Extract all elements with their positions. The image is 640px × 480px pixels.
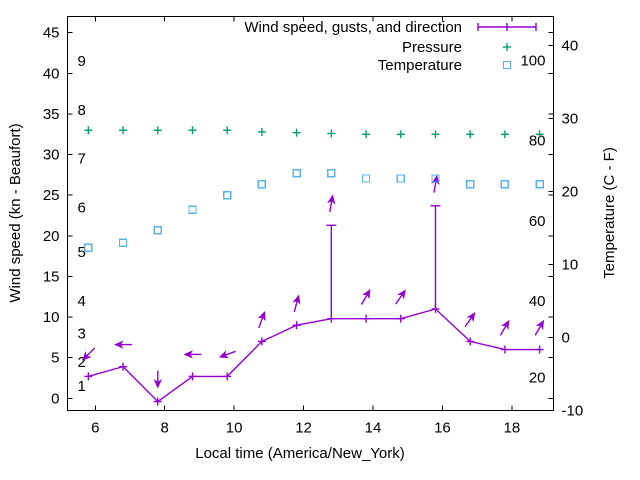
fahrenheit-label: 100 <box>520 52 545 69</box>
fahrenheit-label: 60 <box>529 213 546 230</box>
x-tick-label: 16 <box>434 420 451 437</box>
arrow-shaft <box>499 324 508 336</box>
y-tick-label: 40 <box>43 65 60 82</box>
legend-label: Temperature <box>378 57 462 74</box>
arrow-head <box>183 350 193 359</box>
temperature-point-marker <box>84 243 93 252</box>
arrow-head <box>501 319 510 331</box>
wind-direction-arrow <box>218 350 236 359</box>
y-tick-label: 35 <box>43 106 60 123</box>
y-tick-label: 30 <box>43 147 60 164</box>
y-tick-label: 10 <box>43 309 60 326</box>
wind-direction-arrow <box>257 310 266 329</box>
arrow-shaft <box>329 200 333 213</box>
temperature-point-marker <box>118 238 128 247</box>
fahrenheit-label: 80 <box>529 133 546 150</box>
arrow-head <box>292 294 301 305</box>
beaufort-label: 3 <box>78 325 86 342</box>
arrow-shaft <box>360 293 369 305</box>
arrow-head <box>81 351 92 361</box>
wind-direction-arrow <box>292 294 301 313</box>
y-tick-label: 20 <box>43 228 60 245</box>
arrow-shaft <box>258 316 264 329</box>
temperature-point-marker <box>361 174 371 183</box>
x-tick-label: 14 <box>365 420 382 437</box>
beaufort-label: 2 <box>78 354 86 371</box>
arrow-shaft <box>464 316 473 328</box>
temperature-point-marker <box>153 226 162 235</box>
legend-label: Pressure <box>402 39 462 56</box>
wind-direction-arrow <box>499 319 510 336</box>
y2-tick-label: 40 <box>562 38 579 55</box>
arrow-head <box>362 288 371 300</box>
arrow-shaft <box>534 324 542 336</box>
temperature-point-marker <box>535 180 544 189</box>
y-axis-title: Wind speed (kn - Beaufort) <box>7 123 24 302</box>
beaufort-label: 4 <box>78 293 86 310</box>
wind-speed-line <box>88 308 540 403</box>
fahrenheit-label: 20 <box>529 370 546 387</box>
arrow-head <box>327 194 336 205</box>
wind-direction-arrow <box>360 288 371 305</box>
beaufort-label: 5 <box>78 244 86 261</box>
temperature-point-marker <box>223 191 232 200</box>
plot-frame <box>67 16 554 411</box>
arrow-head <box>218 350 230 359</box>
arrow-head <box>397 289 406 300</box>
y2-tick-label: 0 <box>562 330 570 347</box>
wind-direction-arrow <box>153 370 162 389</box>
temperature-point-marker <box>396 174 405 183</box>
fahrenheit-label: 40 <box>529 293 546 310</box>
arrow-shaft <box>85 347 96 358</box>
temperature-point-marker <box>500 180 510 189</box>
x-tick-label: 18 <box>503 420 520 437</box>
x-tick-label: 12 <box>295 420 312 437</box>
wind-direction-arrow <box>114 340 132 349</box>
beaufort-label: 9 <box>78 53 86 70</box>
y2-axis-title: Temperature (C - F) <box>601 147 618 279</box>
wind-direction-arrow <box>183 350 202 359</box>
y2-tick-label: -10 <box>562 403 584 420</box>
x-axis-title: Local time (America/New_York) <box>195 445 405 462</box>
y2-tick-label: 20 <box>562 184 579 201</box>
temperature-point-marker <box>431 174 440 183</box>
y-tick-label: 25 <box>43 187 60 204</box>
wind-direction-arrow <box>534 319 545 336</box>
arrow-head <box>535 319 545 331</box>
x-tick-label: 6 <box>91 420 99 437</box>
arrow-shaft <box>224 350 236 357</box>
y-tick-label: 0 <box>51 390 59 407</box>
wind-direction-arrow <box>81 347 96 361</box>
y-tick-label: 15 <box>43 268 60 285</box>
arrow-shaft <box>395 293 404 305</box>
arrow-head <box>114 340 124 349</box>
y2-tick-label: 30 <box>562 111 579 128</box>
temperature-point-marker <box>257 180 267 189</box>
temperature-point-marker <box>466 180 475 189</box>
wind-direction-arrow <box>395 289 406 305</box>
legend-sample-marker <box>502 60 512 70</box>
y2-tick-label: 10 <box>562 257 579 274</box>
wind-direction-arrow <box>464 312 476 328</box>
arrow-head <box>153 379 162 389</box>
beaufort-label: 6 <box>78 199 86 216</box>
beaufort-label: 8 <box>78 102 86 119</box>
arrow-head <box>257 310 266 322</box>
arrow-head <box>466 312 476 323</box>
legend-label: Wind speed, gusts, and direction <box>244 19 462 36</box>
y-tick-label: 5 <box>51 350 59 367</box>
arrow-shaft <box>293 300 299 313</box>
beaufort-label: 1 <box>78 378 86 395</box>
temperature-point-marker <box>292 169 301 178</box>
temperature-point-marker <box>327 169 336 178</box>
arrow-shaft <box>433 180 437 193</box>
y-tick-label: 45 <box>43 25 60 42</box>
x-tick-label: 8 <box>161 420 169 437</box>
wind-direction-arrow <box>327 194 336 213</box>
x-tick-label: 10 <box>226 420 243 437</box>
beaufort-label: 7 <box>78 151 86 168</box>
temperature-point-marker <box>188 205 197 215</box>
